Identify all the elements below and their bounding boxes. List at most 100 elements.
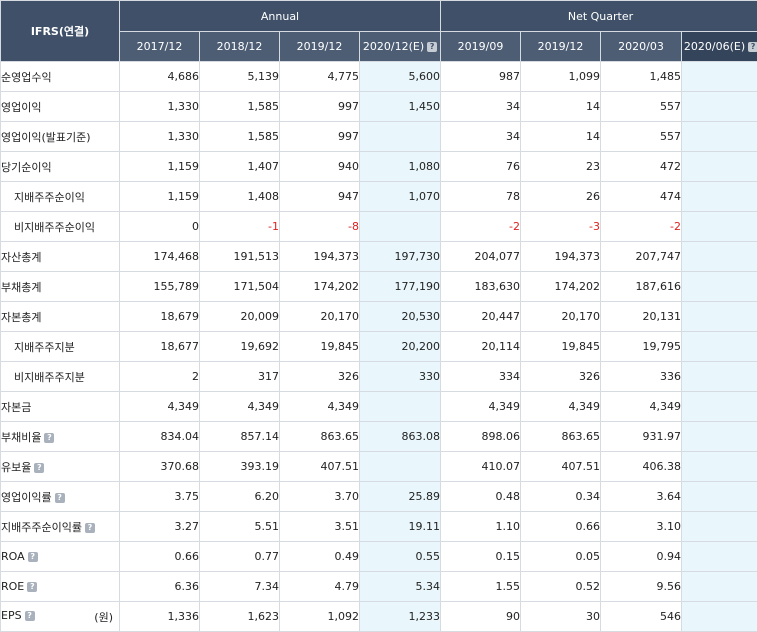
table-cell xyxy=(682,512,757,542)
table-cell: 187,616 xyxy=(601,272,682,302)
row-label-text: 자본금 xyxy=(1,401,31,414)
table-cell: 177,190 xyxy=(360,272,441,302)
row-label-text: 비지배주주순이익 xyxy=(14,221,95,234)
period-label: 2017/12 xyxy=(137,40,183,53)
table-cell: 1,080 xyxy=(360,152,441,182)
table-cell: 1,485 xyxy=(601,62,682,92)
help-icon[interactable]: ? xyxy=(85,523,95,533)
help-icon[interactable]: ? xyxy=(427,42,437,52)
table-cell: 5.51 xyxy=(200,512,280,542)
table-cell: 334 xyxy=(441,362,521,392)
table-cell: 18,677 xyxy=(120,332,200,362)
table-cell: 326 xyxy=(521,362,601,392)
row-label: 지배주주순이익률? xyxy=(1,512,120,542)
table-cell: 940 xyxy=(280,152,360,182)
table-cell xyxy=(682,302,757,332)
table-cell xyxy=(682,152,757,182)
table-cell: 20,530 xyxy=(360,302,441,332)
period-header: 2017/12 xyxy=(120,32,200,62)
table-cell: 3.51 xyxy=(280,512,360,542)
table-cell: 1,407 xyxy=(200,152,280,182)
table-cell: 863.08 xyxy=(360,422,441,452)
table-cell: 1,092 xyxy=(280,602,360,632)
table-cell: 20,200 xyxy=(360,332,441,362)
table-cell: 78 xyxy=(441,182,521,212)
table-cell xyxy=(682,272,757,302)
table-cell: 1,159 xyxy=(120,152,200,182)
table-cell: -3 xyxy=(521,212,601,242)
help-icon[interactable]: ? xyxy=(44,433,54,443)
table-cell: 191,513 xyxy=(200,242,280,272)
period-header: 2020/12(E)? xyxy=(360,32,441,62)
row-label-text: ROA xyxy=(1,550,25,563)
help-icon[interactable]: ? xyxy=(748,42,757,52)
table-cell: 997 xyxy=(280,122,360,152)
group-header-annual: Annual xyxy=(120,1,441,32)
table-cell: 204,077 xyxy=(441,242,521,272)
help-icon[interactable]: ? xyxy=(55,493,65,503)
row-label-text: 영업이익률 xyxy=(1,491,52,504)
period-label: 2020/12(E) xyxy=(363,40,424,53)
table-cell: 4,349 xyxy=(441,392,521,422)
row-label: ROE? xyxy=(1,572,120,602)
table-cell: 4,686 xyxy=(120,62,200,92)
period-label: 2019/12 xyxy=(297,40,343,53)
table-cell xyxy=(682,182,757,212)
table-cell: 3.64 xyxy=(601,482,682,512)
table-cell: 0.05 xyxy=(521,542,601,572)
table-cell: 0.94 xyxy=(601,542,682,572)
table-cell: 4,349 xyxy=(601,392,682,422)
help-icon[interactable]: ? xyxy=(34,463,44,473)
table-cell xyxy=(682,572,757,602)
period-header: 2018/12 xyxy=(200,32,280,62)
table-cell: 407.51 xyxy=(521,452,601,482)
table-cell: 1,585 xyxy=(200,92,280,122)
row-label: 자본금 xyxy=(1,392,120,422)
table-cell: 5,600 xyxy=(360,62,441,92)
table-cell: 472 xyxy=(601,152,682,182)
period-label: 2018/12 xyxy=(217,40,263,53)
table-cell: 1,330 xyxy=(120,92,200,122)
table-cell: -2 xyxy=(441,212,521,242)
table-cell: 207,747 xyxy=(601,242,682,272)
table-cell xyxy=(682,362,757,392)
table-cell: 0.34 xyxy=(521,482,601,512)
table-cell: 1,070 xyxy=(360,182,441,212)
table-cell: 30 xyxy=(521,602,601,632)
table-cell: 863.65 xyxy=(521,422,601,452)
table-cell: 20,447 xyxy=(441,302,521,332)
table-cell: 4,349 xyxy=(521,392,601,422)
table-cell xyxy=(682,542,757,572)
help-icon[interactable]: ? xyxy=(27,582,37,592)
group-header-row: IFRS(연결) Annual Net Quarter xyxy=(1,1,757,32)
help-icon[interactable]: ? xyxy=(28,552,38,562)
corner-label: IFRS(연결) xyxy=(1,1,120,62)
row-label: 부채총계 xyxy=(1,272,120,302)
table-cell xyxy=(682,92,757,122)
table-cell: 4.79 xyxy=(280,572,360,602)
row-label-text: 지배주주순이익 xyxy=(14,191,85,204)
table-cell: 410.07 xyxy=(441,452,521,482)
table-cell: 947 xyxy=(280,182,360,212)
table-cell: 0.66 xyxy=(521,512,601,542)
table-cell: 0.15 xyxy=(441,542,521,572)
table-cell: 9.56 xyxy=(601,572,682,602)
row-label-text: 부채비율 xyxy=(1,431,41,444)
table-cell: 0.55 xyxy=(360,542,441,572)
help-icon[interactable]: ? xyxy=(25,611,35,621)
table-cell: 1,233 xyxy=(360,602,441,632)
table-cell xyxy=(682,482,757,512)
table-cell: 0.66 xyxy=(120,542,200,572)
table-cell: 898.06 xyxy=(441,422,521,452)
table-cell: 1,336 xyxy=(120,602,200,632)
row-label: 부채비율? xyxy=(1,422,120,452)
